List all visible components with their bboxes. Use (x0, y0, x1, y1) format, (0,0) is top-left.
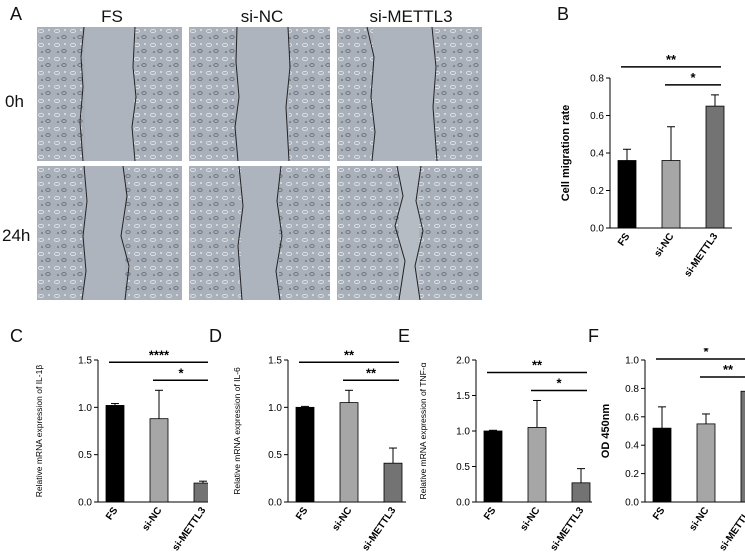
chart-e-bar (483, 430, 503, 503)
chart-d-y-tick-label: 0.5 (268, 450, 282, 461)
chart-d: 0.0 0.5 1.0 1.5 Relative mRNA expression of … (232, 348, 406, 553)
micrograph-fs-0h-svg (37, 27, 182, 161)
chart-b-bar (617, 160, 637, 229)
chart-f-y-tick-label: 0.6 (625, 412, 639, 423)
chart-e-significance-label: * (556, 375, 562, 390)
micrograph-fs-24h (37, 166, 182, 300)
chart-e-y-tick-label: 1.5 (456, 391, 470, 402)
micrograph-si-nc-0h (189, 27, 330, 161)
chart-d-bar (339, 402, 359, 503)
micrograph-si-mettl3-24h (337, 166, 482, 300)
chart-d-significance-label: ** (366, 365, 377, 380)
micrograph-si-nc-24h-svg (189, 166, 330, 300)
micrograph-si-mettl3-0h (337, 27, 482, 161)
chart-d-significance-label: ** (344, 348, 355, 362)
panel-f-letter: F (588, 326, 599, 346)
chart-f-y-tick-label: 0.2 (625, 469, 639, 480)
chart-d-y-tick-label: 1.5 (268, 356, 282, 367)
column-label-si-mettl3: si-METTL3 (369, 7, 453, 26)
chart-e-y-label: Relative mRNA expression of TNF-α (418, 362, 428, 499)
panel-e-letter: E (398, 326, 411, 346)
row-label-0h: 0h (5, 92, 24, 111)
micrograph-fs-24h-svg (37, 166, 182, 300)
micrograph-si-mettl3-24h-svg (337, 166, 482, 300)
chart-f-y-tick-label: 0.0 (625, 498, 639, 509)
chart-f-y-tick-label: 1.0 (625, 356, 639, 367)
micrograph-si-nc-0h-svg (189, 27, 330, 161)
chart-f-x-tick-label: si-METTL3 (717, 505, 745, 553)
chart-f-bar (696, 423, 716, 503)
chart-b-y-tick-label: 0.8 (590, 74, 604, 85)
panel-c-letter: C (10, 326, 23, 346)
column-label-fs: FS (101, 7, 123, 26)
chart-c-x-tick-label: si-NC (140, 505, 164, 533)
row-label-24h: 24h (2, 226, 31, 245)
chart-d-bar (295, 406, 315, 503)
chart-f-x-tick-label: si-NC (687, 505, 711, 533)
chart-d-bar (383, 462, 403, 503)
chart-b-bar (661, 160, 681, 229)
chart-e-x-tick-label: si-METTL3 (548, 505, 586, 553)
chart-b-x-tick-label: si-METTL3 (682, 231, 720, 279)
chart-c-y-label: Relative mRNA expression of IL-1β (34, 365, 44, 498)
chart-d-x-tick-label: si-METTL3 (360, 505, 398, 553)
chart-f-y-tick-label: 0.4 (625, 441, 639, 452)
chart-f-x-tick-label: FS (651, 505, 668, 522)
chart-b-significance-label: * (690, 70, 696, 85)
chart-d-y-tick-label: 1.0 (268, 403, 282, 414)
chart-b-x-tick-label: FS (616, 231, 633, 248)
chart-f-significance-label: * (703, 348, 709, 359)
chart-b-x-tick-label: si-NC (652, 231, 676, 259)
micrograph-si-nc-24h (189, 166, 330, 300)
chart-c-x-tick-label: FS (104, 505, 121, 522)
chart-b-bar (705, 105, 725, 229)
chart-f-significance-label: ** (723, 362, 734, 377)
chart-b-y-tick-label: 0.4 (590, 149, 604, 160)
chart-b: 0.0 0.2 0.4 0.6 0.8 Cell migration rate FS si-N… (560, 52, 732, 279)
chart-c-y-tick-label: 0.0 (78, 498, 92, 509)
micrograph-si-mettl3-0h-svg (337, 27, 482, 161)
chart-c-bar (149, 418, 169, 503)
chart-c-bar (193, 482, 208, 503)
chart-e: 0.0 0.5 1.0 1.5 2.0 Relative mRNA expression … (418, 356, 592, 553)
panel-b-letter: B (557, 4, 570, 24)
chart-b-y-label: Cell migration rate (560, 105, 572, 202)
chart-c: 0.0 0.5 1.0 1.5 Relative mRNA expression of … (34, 348, 208, 553)
chart-e-y-tick-label: 0.0 (456, 498, 470, 509)
chart-d-y-tick-label: 0.0 (268, 498, 282, 509)
chart-c-x-tick-label: si-METTL3 (170, 505, 208, 553)
chart-d-y-label: Relative mRNA expression of IL-6 (232, 367, 242, 495)
chart-b-significance-label: ** (666, 52, 677, 67)
chart-e-x-tick-label: FS (482, 505, 499, 522)
column-label-si-nc: si-NC (240, 7, 284, 26)
chart-f-y-label: OD 450nm (600, 404, 612, 459)
chart-d-x-tick-label: si-NC (330, 505, 354, 533)
chart-e-y-tick-label: 1.0 (456, 427, 470, 438)
chart-e-x-tick-label: si-NC (518, 505, 542, 533)
chart-e-y-tick-label: 0.5 (456, 462, 470, 473)
chart-b-y-tick-label: 0.6 (590, 111, 604, 122)
chart-e-significance-label: ** (532, 357, 543, 372)
chart-b-y-tick-label: 0.2 (590, 186, 604, 197)
chart-f-bar (740, 390, 745, 503)
chart-c-y-tick-label: 0.5 (78, 450, 92, 461)
chart-e-y-tick-label: 2.0 (456, 356, 470, 367)
chart-e-bar (571, 482, 591, 503)
chart-f: 0.0 0.2 0.4 0.6 0.8 1.0 OD 450nm FS si-NC si-METT… (600, 348, 745, 553)
chart-c-significance-label: * (178, 365, 184, 380)
chart-c-y-tick-label: 1.5 (78, 356, 92, 367)
panel-a-letter: A (10, 4, 23, 24)
chart-b-y-tick-label: 0.0 (590, 224, 604, 235)
panel-d-letter: D (209, 326, 222, 346)
chart-c-bar (105, 405, 125, 503)
chart-c-significance-label: **** (149, 348, 170, 362)
chart-d-x-tick-label: FS (294, 505, 311, 522)
chart-f-bar (652, 427, 672, 503)
micrograph-fs-0h (37, 27, 182, 161)
chart-f-y-tick-label: 0.8 (625, 384, 639, 395)
chart-c-y-tick-label: 1.0 (78, 403, 92, 414)
chart-e-bar (527, 427, 547, 503)
